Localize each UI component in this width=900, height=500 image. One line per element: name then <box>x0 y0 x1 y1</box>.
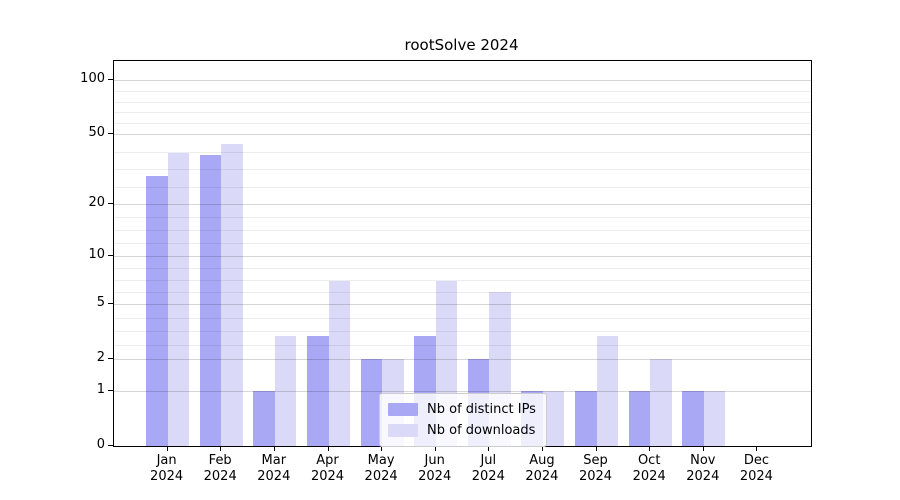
x-tick-mark <box>541 446 543 451</box>
bar-ips-jan <box>146 176 168 446</box>
y-tick-mark <box>108 203 113 205</box>
x-tick-mark <box>756 446 758 451</box>
y-tick-mark <box>108 78 113 80</box>
legend: Nb of distinct IPs Nb of downloads <box>379 393 547 447</box>
x-tick-label: Oct 2024 <box>632 453 666 484</box>
minor-gridline <box>114 217 811 219</box>
x-tick-label: Nov 2024 <box>686 453 720 484</box>
x-tick-mark <box>649 446 651 451</box>
minor-gridline <box>114 279 811 281</box>
bar-downloads-sep <box>596 336 618 446</box>
bar-downloads-oct <box>650 358 672 446</box>
minor-gridline <box>114 267 811 269</box>
bar-downloads-apr <box>328 281 350 446</box>
y-tick-label: 20 <box>88 195 105 211</box>
legend-label: Nb of distinct IPs <box>427 402 536 417</box>
legend-item-downloads: Nb of downloads <box>388 420 536 441</box>
legend-item-distinct-ips: Nb of distinct IPs <box>388 399 536 420</box>
y-tick-label: 5 <box>96 294 105 310</box>
x-tick-mark <box>488 446 490 451</box>
bar-ips-may <box>360 358 383 446</box>
major-gridline <box>114 358 811 360</box>
bar-downloads-feb <box>221 143 243 446</box>
major-gridline <box>114 79 811 81</box>
major-gridline <box>114 303 811 305</box>
x-tick-label: May 2024 <box>364 453 398 484</box>
minor-gridline <box>114 186 811 188</box>
y-tick-label: 50 <box>88 125 105 140</box>
x-tick-label: Feb 2024 <box>203 453 237 484</box>
y-tick-mark <box>108 302 113 304</box>
major-gridline <box>114 134 811 135</box>
x-tick-label: Apr 2024 <box>310 453 345 484</box>
y-tick-mark <box>108 254 113 256</box>
bar-ips-oct <box>628 391 651 446</box>
minor-gridline <box>114 291 811 293</box>
minor-gridline <box>114 123 811 125</box>
y-tick-label: 0 <box>96 437 105 452</box>
x-tick-mark <box>273 446 275 451</box>
x-tick-label: Dec 2024 <box>739 453 773 484</box>
bar-downloads-mar <box>274 336 297 446</box>
minor-gridline <box>114 345 811 347</box>
x-tick-mark <box>702 446 704 451</box>
major-gridline <box>114 255 811 257</box>
y-tick-mark <box>108 390 113 391</box>
x-tick-label: Jul 2024 <box>471 453 505 484</box>
minor-gridline <box>114 317 811 319</box>
bar-ips-mar <box>253 391 275 446</box>
x-tick-mark <box>381 446 383 451</box>
bar-downloads-jan <box>167 153 190 446</box>
bar-ips-feb <box>199 155 222 446</box>
minor-gridline <box>114 230 811 232</box>
bar-ips-nov <box>682 391 704 446</box>
x-tick-label: Sep 2024 <box>578 453 613 484</box>
bar-downloads-nov <box>703 391 726 446</box>
x-tick-label: Jan 2024 <box>150 453 184 484</box>
x-tick-label: Mar 2024 <box>257 453 291 484</box>
minor-gridline <box>114 90 811 92</box>
y-tick-label: 1 <box>96 382 105 397</box>
x-tick-mark <box>434 446 436 451</box>
y-tick-mark <box>108 357 113 359</box>
minor-gridline <box>114 151 811 153</box>
minor-gridline <box>114 169 811 171</box>
downloads-swatch-icon <box>388 424 418 437</box>
minor-gridline <box>114 242 811 244</box>
x-tick-label: Aug 2024 <box>525 453 559 484</box>
major-gridline <box>114 204 811 206</box>
bar-downloads-aug <box>542 391 565 446</box>
y-tick-mark <box>108 133 113 134</box>
bar-ips-apr <box>307 336 329 446</box>
plot-area: Nb of distinct IPs Nb of downloads <box>113 60 812 447</box>
bar-ips-sep <box>575 391 597 446</box>
minor-gridline <box>114 331 811 333</box>
y-tick-label: 100 <box>80 70 105 86</box>
minor-gridline <box>114 101 811 103</box>
y-tick-label: 2 <box>96 349 105 365</box>
x-tick-mark <box>220 446 222 451</box>
x-tick-label: Jun 2024 <box>418 453 452 484</box>
y-tick-mark <box>108 445 113 446</box>
legend-label: Nb of downloads <box>427 423 536 438</box>
x-tick-mark <box>166 446 168 451</box>
x-tick-mark <box>595 446 597 451</box>
minor-gridline <box>114 112 811 114</box>
chart-title: rootSolve 2024 <box>404 36 519 54</box>
y-tick-label: 10 <box>88 246 105 262</box>
distinct-ips-swatch-icon <box>388 403 418 416</box>
major-gridline <box>114 391 811 392</box>
x-tick-mark <box>327 446 329 451</box>
